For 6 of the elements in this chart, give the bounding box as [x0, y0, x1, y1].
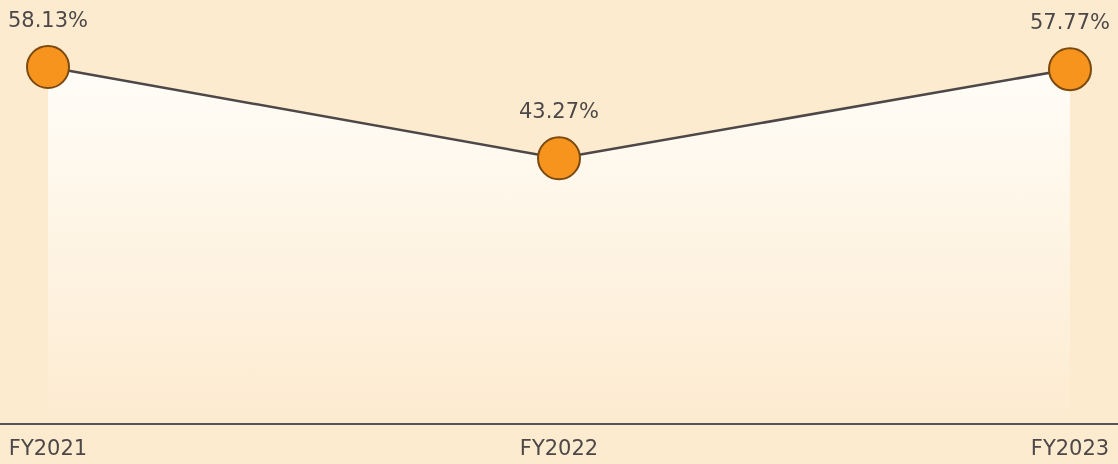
data-label: 43.27% — [518, 99, 600, 124]
x-tick-label: FY2021 — [8, 435, 88, 460]
data-label: 58.13% — [7, 8, 89, 32]
x-tick-label: FY2022 — [519, 435, 599, 460]
x-tick-label: FY2023 — [1030, 435, 1110, 460]
data-label: 57.77% — [1029, 10, 1111, 35]
